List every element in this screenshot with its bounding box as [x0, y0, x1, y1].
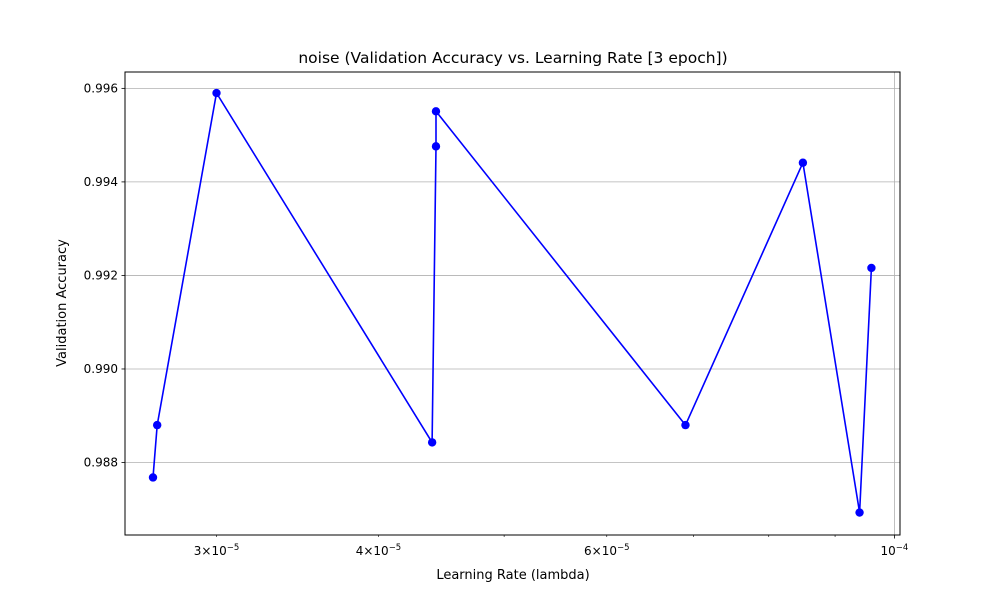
x-tick-label: 10−4 [880, 543, 908, 558]
data-point [152, 420, 162, 430]
data-point [798, 158, 808, 167]
data-point [867, 263, 876, 273]
y-tick-label: 0.988 [84, 456, 118, 470]
y-axis-title: Validation Accuracy [55, 239, 70, 367]
data-point [427, 438, 437, 447]
data-point [431, 107, 441, 116]
chart-title: noise (Validation Accuracy vs. Learning … [298, 49, 727, 67]
data-point [681, 420, 690, 430]
x-tick-label: 6×10−5 [584, 543, 630, 558]
data-point [212, 88, 221, 98]
plot-frame [124, 71, 901, 536]
x-axis-title: Learning Rate (lambda) [436, 568, 589, 583]
y-tick-label: 0.994 [84, 175, 118, 189]
data-point [855, 508, 864, 517]
x-tick-label: 4×10−5 [356, 543, 402, 558]
grid-lines [125, 72, 900, 535]
y-tick-label: 0.992 [84, 268, 118, 282]
data-point [148, 473, 158, 482]
y-tick-label: 0.996 [84, 81, 118, 95]
data-series [148, 88, 876, 517]
data-point [431, 142, 441, 151]
x-tick-label: 3×10−5 [194, 543, 240, 558]
y-tick-label: 0.990 [84, 362, 118, 376]
series-line [152, 92, 873, 514]
axis-ticks: 0.988 0.990 0.992 0.994 0.996 10−4 3×10−5 4×10−… [84, 81, 909, 558]
